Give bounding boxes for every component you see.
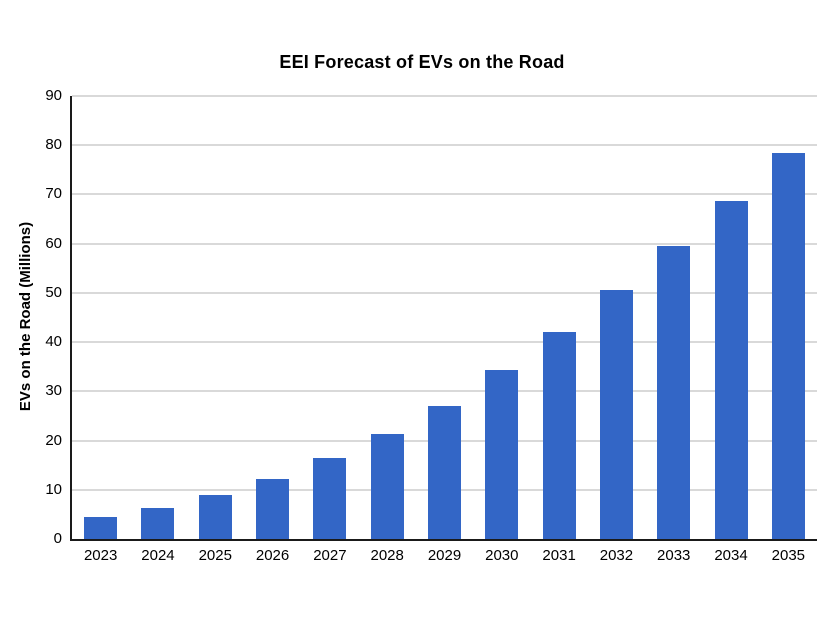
bar-2035 [771, 152, 805, 539]
x-axis-line [70, 539, 817, 541]
x-tick-label-2024: 2024 [141, 547, 175, 564]
y-tick-label-70: 70 [45, 185, 62, 203]
x-tick-label-2025: 2025 [198, 547, 232, 564]
bar-2028 [370, 433, 404, 539]
y-tick-label-50: 50 [45, 283, 62, 301]
bar-2023 [84, 516, 118, 539]
y-tick-label-60: 60 [45, 234, 62, 252]
x-tick-label-2027: 2027 [313, 547, 347, 564]
gridline-y-70 [72, 193, 817, 196]
y-axis-line [70, 96, 72, 541]
y-tick-label-10: 10 [45, 480, 62, 498]
gridline-y-40 [72, 341, 817, 344]
gridline-y-50 [72, 291, 817, 294]
bar-2033 [657, 246, 691, 539]
x-tick-label-2028: 2028 [370, 547, 404, 564]
bar-2024 [141, 508, 175, 539]
x-tick-label-2029: 2029 [427, 547, 462, 564]
x-tick-label-2034: 2034 [714, 547, 748, 564]
bar-2026 [256, 478, 290, 539]
gridline-y-60 [72, 242, 817, 245]
y-tick-label-80: 80 [45, 136, 62, 154]
gridline-y-30 [72, 390, 817, 393]
bar-2030 [485, 370, 519, 539]
y-tick-label-20: 20 [45, 431, 62, 449]
bar-2027 [313, 458, 347, 539]
bar-2032 [599, 289, 633, 539]
x-tick-label-2033: 2033 [657, 547, 691, 564]
bar-2031 [542, 331, 576, 539]
x-tick-label-2031: 2031 [542, 547, 576, 564]
y-axis-title: EVs on the Road (Millions) [17, 221, 34, 412]
y-tick-label-30: 30 [45, 382, 62, 400]
x-tick-label-2030: 2030 [485, 547, 519, 564]
plot-area: 0 10 20 30 40 50 60 70 80 90 2023 2024 2025 2026 2027 2… [45, 87, 817, 564]
y-tick-label-0: 0 [53, 530, 62, 547]
gridline-y-90 [72, 95, 817, 97]
chart-title: EEI Forecast of EVs on the Road [279, 52, 565, 72]
gridline-y-80 [72, 144, 817, 147]
y-tick-label-90: 90 [45, 87, 62, 104]
x-tick-label-2023: 2023 [83, 547, 118, 564]
bar-2034 [714, 200, 748, 539]
x-tick-label-2026: 2026 [255, 547, 290, 564]
x-tick-label-2035: 2035 [771, 547, 806, 564]
bar-2029 [428, 405, 461, 539]
y-tick-label-40: 40 [45, 333, 62, 351]
x-tick-label-2032: 2032 [599, 547, 634, 564]
bar-2025 [198, 495, 232, 539]
